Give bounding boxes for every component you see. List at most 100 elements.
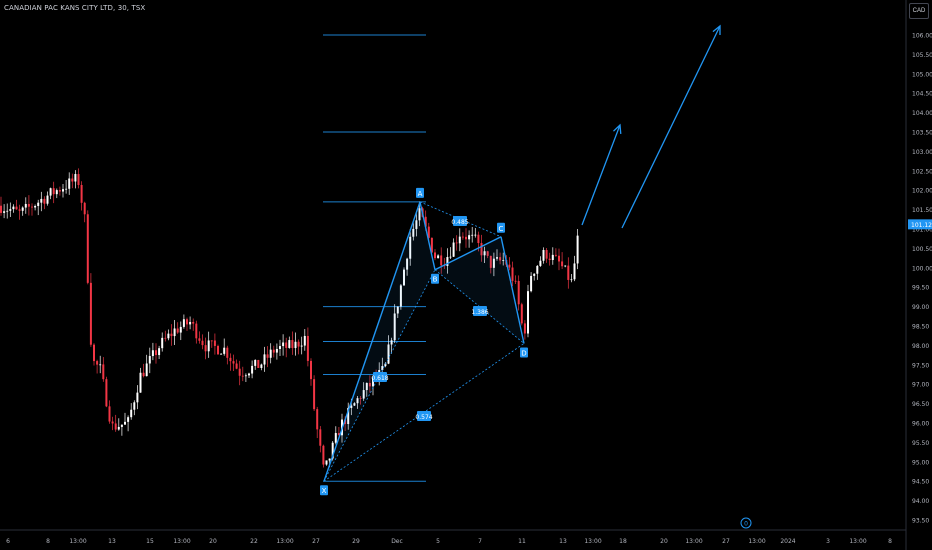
candle-body xyxy=(120,424,123,427)
candle-body xyxy=(496,257,498,259)
candle-body xyxy=(251,365,254,374)
y-tick-label: 95.50 xyxy=(912,440,929,447)
candle-body xyxy=(179,326,182,333)
candle-body xyxy=(12,206,15,210)
candle-body xyxy=(37,202,40,206)
candle-body xyxy=(65,188,68,190)
candle-body xyxy=(306,335,309,361)
candle-body xyxy=(486,251,489,256)
candle-body xyxy=(130,409,133,418)
y-tick-label: 103.50 xyxy=(912,130,932,137)
candle-body xyxy=(527,291,529,334)
candle-body xyxy=(158,348,161,356)
x-tick-label: 3 xyxy=(826,538,830,545)
candle-body xyxy=(151,350,154,357)
candle-body xyxy=(511,267,514,281)
candle-body xyxy=(415,220,418,229)
candle-body xyxy=(282,342,285,347)
candle-body xyxy=(6,210,9,212)
y-tick-label: 99.00 xyxy=(912,304,929,311)
ratio-label: 1.386 xyxy=(471,309,488,316)
candle-body xyxy=(142,372,145,377)
currency-button[interactable]: CAD xyxy=(909,3,929,19)
pattern-fill xyxy=(435,236,524,344)
candle-body xyxy=(573,263,576,280)
y-tick-label: 96.00 xyxy=(912,421,929,428)
x-tick-label: 8 xyxy=(888,538,892,545)
y-tick-label: 105.00 xyxy=(912,71,932,78)
candle-body xyxy=(55,190,58,195)
candle-body xyxy=(452,242,455,257)
x-tick-label: 13:00 xyxy=(69,538,86,545)
candle-body xyxy=(186,319,188,325)
candle-body xyxy=(52,188,55,195)
candle-body xyxy=(471,234,474,236)
y-tick-label: 104.50 xyxy=(912,91,932,98)
harmonic-pattern: X A B C D 0.485 1.386 0.618 0.574 xyxy=(320,187,528,496)
candle-body xyxy=(3,211,6,213)
candle-body xyxy=(155,350,157,356)
candle-body xyxy=(514,280,517,282)
candle-body xyxy=(359,398,362,399)
candle-body xyxy=(465,236,467,240)
candle-body xyxy=(229,357,232,362)
candle-body xyxy=(313,379,316,410)
x-tick-label: 15 xyxy=(146,538,154,545)
x-tick-label: 20 xyxy=(660,538,668,545)
candle-body xyxy=(272,349,275,353)
candle-body xyxy=(189,321,192,325)
pattern-point-label: C xyxy=(499,225,504,233)
candle-body xyxy=(102,364,105,380)
candle-body xyxy=(105,379,108,407)
candle-body xyxy=(263,354,266,365)
x-tick-label: Dec xyxy=(391,538,403,545)
y-tick-label: 99.50 xyxy=(912,285,929,292)
candle-body xyxy=(533,273,536,276)
candle-body xyxy=(558,255,560,262)
candle-body xyxy=(424,216,427,227)
candle-body xyxy=(15,206,18,210)
y-tick-label: 106.00 xyxy=(912,33,932,40)
candle-body xyxy=(201,340,204,346)
candle-body xyxy=(288,340,291,348)
y-tick-label: 97.50 xyxy=(912,362,929,369)
candle-body xyxy=(356,398,359,404)
candle-body xyxy=(430,237,433,253)
candle-body xyxy=(139,372,142,393)
x-tick-label: 18 xyxy=(619,538,627,545)
pattern-point-label: A xyxy=(418,190,423,198)
event-marker-icon[interactable] xyxy=(740,517,752,529)
candle-body xyxy=(161,337,164,349)
x-tick-label: 8 xyxy=(46,538,50,545)
pattern-leg xyxy=(419,201,436,270)
candle-body xyxy=(449,256,452,258)
candle-body xyxy=(334,433,337,443)
candle-body xyxy=(275,348,278,353)
y-tick-label: 98.50 xyxy=(912,324,929,331)
candle-body xyxy=(31,206,33,208)
x-tick-label: 13:00 xyxy=(276,538,293,545)
candle-body xyxy=(217,345,219,355)
candle-body xyxy=(539,260,542,266)
candle-body xyxy=(133,402,136,410)
y-tick-label: 94.50 xyxy=(912,479,929,486)
candle-body xyxy=(403,269,405,286)
ratio-badge xyxy=(473,306,487,316)
y-tick-label: 102.50 xyxy=(912,168,932,175)
candle-body xyxy=(198,338,201,341)
event-marker-label: 0 xyxy=(744,521,748,528)
y-tick-label: 104.00 xyxy=(912,110,932,117)
candle-body xyxy=(297,341,300,347)
candle-body xyxy=(554,254,557,256)
candle-body xyxy=(21,207,24,211)
candle-body xyxy=(136,392,139,403)
candle-body xyxy=(353,403,356,406)
candle-body xyxy=(285,342,288,348)
candle-body xyxy=(294,341,297,349)
candle-body xyxy=(368,382,371,387)
candle-body xyxy=(350,405,353,408)
pattern-point-badge xyxy=(431,273,439,284)
